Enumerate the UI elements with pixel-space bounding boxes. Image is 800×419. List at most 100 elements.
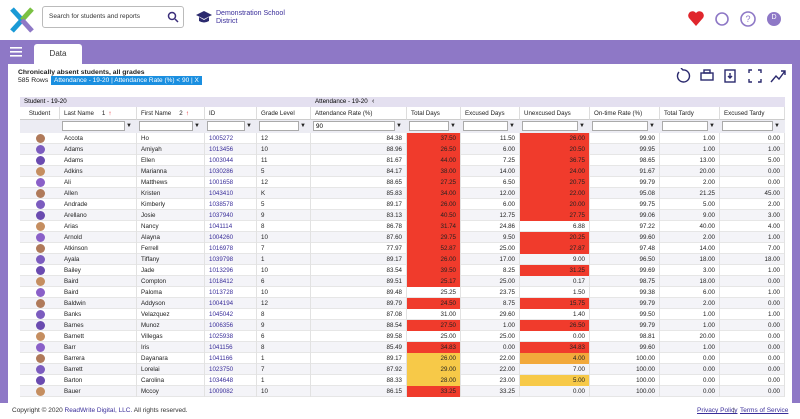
privacy-link[interactable]: Privacy Policy (697, 407, 738, 414)
filter-icon[interactable]: ▼ (396, 123, 402, 129)
column-header[interactable]: ID (205, 107, 257, 120)
student-id-link[interactable]: 1038578 (205, 199, 257, 210)
filter-input[interactable] (409, 121, 449, 131)
column-header[interactable]: Student (20, 107, 60, 120)
column-header[interactable]: On-time Rate (%) (590, 107, 660, 120)
student-id-link[interactable]: 1025938 (205, 331, 257, 342)
filter-chip[interactable]: Attendance - 19-20 | Attendance Rate (%)… (51, 76, 202, 85)
avatar[interactable] (36, 299, 45, 308)
avatar[interactable] (36, 288, 45, 297)
sort-arrow[interactable]: ↑ (185, 110, 189, 117)
filter-input[interactable] (592, 121, 648, 131)
avatar[interactable] (36, 200, 45, 209)
avatar[interactable] (36, 354, 45, 363)
student-id-link[interactable]: 1034648 (205, 375, 257, 386)
filter-input[interactable] (722, 121, 773, 131)
filter-icon[interactable]: ▼ (450, 123, 456, 129)
filter-input[interactable] (62, 121, 125, 131)
avatar[interactable] (36, 244, 45, 253)
student-id-link[interactable]: 1009082 (205, 386, 257, 397)
student-id-link[interactable]: 1023750 (205, 364, 257, 375)
student-id-link[interactable]: 1045042 (205, 309, 257, 320)
column-header[interactable]: First Name 2 ↑ (137, 107, 205, 120)
student-id-link[interactable]: 1037940 (205, 210, 257, 221)
student-id-link[interactable]: 1005272 (205, 133, 257, 144)
logo[interactable] (8, 5, 36, 35)
column-header[interactable]: Attendance Rate (%) (311, 107, 407, 120)
sort-arrow[interactable]: ↑ (108, 110, 112, 117)
filter-input[interactable]: 90 (313, 121, 395, 131)
avatar[interactable] (36, 277, 45, 286)
search-icon[interactable] (167, 11, 179, 23)
student-id-link[interactable]: 1013296 (205, 265, 257, 276)
avatar[interactable] (36, 222, 45, 231)
avatar[interactable] (36, 145, 45, 154)
student-id-link[interactable]: 1043410 (205, 188, 257, 199)
avatar[interactable] (36, 255, 45, 264)
avatar[interactable] (36, 211, 45, 220)
filter-icon[interactable]: ▼ (126, 123, 132, 129)
filter-input[interactable] (463, 121, 508, 131)
student-id-link[interactable]: 1041114 (205, 221, 257, 232)
student-id-link[interactable]: 1016978 (205, 243, 257, 254)
avatar[interactable] (36, 310, 45, 319)
student-id-link[interactable]: 1003044 (205, 155, 257, 166)
avatar[interactable] (36, 332, 45, 341)
filter-icon[interactable]: ▼ (709, 123, 715, 129)
filter-input[interactable] (259, 121, 299, 131)
column-header[interactable]: Excused Days (461, 107, 520, 120)
student-id-link[interactable]: 1001658 (205, 177, 257, 188)
avatar[interactable] (36, 134, 45, 143)
student-id-link[interactable]: 1013728 (205, 287, 257, 298)
column-header[interactable]: Unexcused Days (520, 107, 590, 120)
student-id-link[interactable]: 1013456 (205, 144, 257, 155)
toolbar-icons[interactable] (675, 68, 787, 84)
student-id-link[interactable]: 1039798 (205, 254, 257, 265)
filter-input[interactable] (139, 121, 193, 131)
column-header[interactable]: Last Name 1 ↑ (60, 107, 137, 120)
student-id-link[interactable]: 1004194 (205, 298, 257, 309)
column-header[interactable]: Total Tardy (660, 107, 720, 120)
company-link[interactable]: ReadWrite Digital, LLC. (64, 407, 133, 414)
filter-icon[interactable]: ▼ (649, 123, 655, 129)
filter-icon[interactable]: ▼ (194, 123, 200, 129)
filter-icon[interactable]: ▼ (579, 123, 585, 129)
filter-icon[interactable]: ▼ (300, 123, 306, 129)
student-id-link[interactable]: 1004260 (205, 232, 257, 243)
filter-input[interactable] (207, 121, 245, 131)
student-id-link[interactable]: 1041166 (205, 353, 257, 364)
column-header[interactable]: Total Days (407, 107, 461, 120)
avatar[interactable] (36, 365, 45, 374)
tab[interactable]: Data (34, 44, 82, 64)
filter-close[interactable]: X (194, 77, 199, 84)
avatar[interactable] (36, 376, 45, 385)
avatar[interactable] (36, 189, 45, 198)
filter-input[interactable] (662, 121, 708, 131)
student-id-link[interactable]: 1041156 (205, 342, 257, 353)
avatar[interactable] (36, 156, 45, 165)
avatar[interactable] (36, 178, 45, 187)
filter-input[interactable] (522, 121, 578, 131)
group-collapse[interactable]: ‹ (372, 98, 375, 105)
avatar[interactable] (36, 167, 45, 176)
filter-icon[interactable]: ▼ (509, 123, 515, 129)
student-id-link[interactable]: 1030286 (205, 166, 257, 177)
search-box[interactable]: Search for students and reports (42, 6, 184, 28)
column-header[interactable]: Grade Level (257, 107, 311, 120)
filter-icon[interactable]: ▼ (246, 123, 252, 129)
avatar[interactable] (36, 321, 45, 330)
district-name[interactable]: Demonstration School District (216, 10, 285, 25)
terms-link[interactable]: Terms of Service (740, 407, 789, 414)
avatar[interactable] (36, 387, 45, 396)
avatar[interactable] (36, 266, 45, 275)
avatar[interactable] (36, 233, 45, 242)
student-id-link[interactable]: 1006356 (205, 320, 257, 331)
student-id-link[interactable]: 1018412 (205, 276, 257, 287)
menu-icon[interactable] (10, 46, 24, 58)
avatar[interactable] (36, 343, 45, 352)
user-initial[interactable]: D (771, 14, 777, 21)
column-header[interactable]: Excused Tardy (720, 107, 785, 120)
header-icons[interactable]: ? (688, 10, 788, 28)
cell: 17.00 (461, 254, 520, 265)
filter-icon[interactable]: ▼ (774, 123, 780, 129)
